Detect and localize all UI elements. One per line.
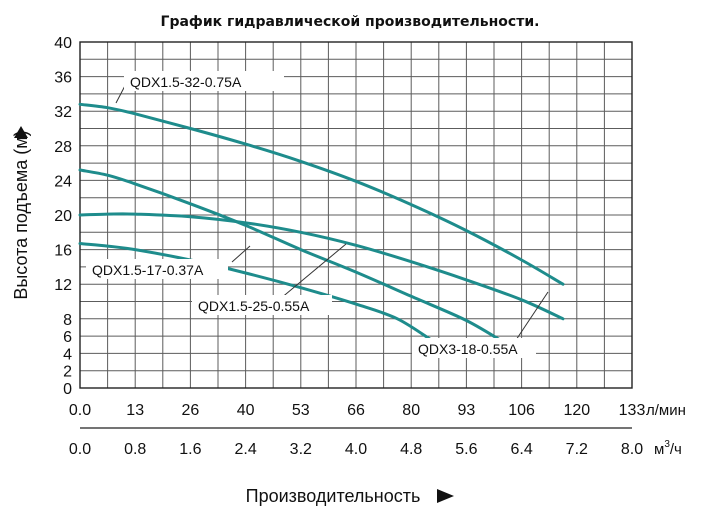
leader-line xyxy=(513,291,549,344)
y-tick-label: 40 xyxy=(54,35,72,52)
y-tick-label: 2 xyxy=(63,364,72,381)
chart-title: График гидравлической производительности… xyxy=(161,14,540,30)
x-tick-label-lmin: 66 xyxy=(347,402,365,419)
x-tick-label-m3h: 2.4 xyxy=(234,441,256,458)
svg-text:QDX1.5-17-0.37A: QDX1.5-17-0.37A xyxy=(92,262,204,278)
x-tick-label-lmin: 13 xyxy=(126,402,144,419)
x-tick-label-lmin: 93 xyxy=(458,402,476,419)
x-tick-label-m3h: 6.4 xyxy=(510,441,532,458)
curve-series-0 xyxy=(78,102,565,286)
x-tick-labels: 0.0 13 26 40 53 66 80 93 106 120 133 0.0 0.8 1.6 2.4 3.… xyxy=(69,402,646,458)
x-tick-label-m3h: 0.8 xyxy=(124,441,146,458)
y-tick-label: 32 xyxy=(54,104,72,121)
x-tick-label-lmin: 106 xyxy=(508,402,535,419)
curve-label-qdx1-5-32: QDX1.5-32-0.75A xyxy=(124,71,284,91)
y-axis-arrow-icon xyxy=(14,126,28,138)
svg-text:QDX3-18-0.55A: QDX3-18-0.55A xyxy=(418,341,518,357)
x-tick-label-lmin: 0.0 xyxy=(69,402,91,419)
curve-label-qdx1-5-25: QDX1.5-25-0.55A xyxy=(192,295,332,315)
curve-label-qdx3-18: QDX3-18-0.55A xyxy=(412,338,536,358)
y-tick-label: 24 xyxy=(54,173,72,190)
x-tick-label-m3h: 0.0 xyxy=(69,441,91,458)
y-axis-label: Высота подъема (м) xyxy=(11,130,31,299)
x-tick-label-lmin: 53 xyxy=(292,402,310,419)
curve-label-qdx1-5-17: QDX1.5-17-0.37A xyxy=(86,259,228,279)
svg-text:QDX1.5-32-0.75A: QDX1.5-32-0.75A xyxy=(130,74,242,90)
grid xyxy=(80,42,632,388)
y-tick-label: 4 xyxy=(63,346,72,363)
x-axis-arrow-icon xyxy=(437,489,454,503)
x-tick-label-lmin: 40 xyxy=(237,402,255,419)
curve-leader-lines xyxy=(115,79,549,344)
leader-line xyxy=(279,243,347,300)
y-tick-label: 8 xyxy=(63,312,72,329)
y-tick-label: 6 xyxy=(63,329,72,346)
x-tick-label-m3h: 4.8 xyxy=(400,441,422,458)
leader-line xyxy=(231,245,251,263)
x-unit-lmin: л/мин xyxy=(646,402,686,419)
pump-curves xyxy=(78,102,565,347)
x-axis-label: Производительность xyxy=(246,486,421,506)
x-tick-label-lmin: 26 xyxy=(182,402,200,419)
y-tick-label: 16 xyxy=(54,243,72,260)
x-tick-label-lmin: 80 xyxy=(402,402,420,419)
x-tick-label-m3h: 4.0 xyxy=(345,441,367,458)
svg-text:QDX1.5-25-0.55A: QDX1.5-25-0.55A xyxy=(198,298,310,314)
x-tick-label-m3h: 1.6 xyxy=(179,441,201,458)
x-tick-label-m3h: 8.0 xyxy=(621,441,643,458)
curve-series-1 xyxy=(78,168,510,347)
y-tick-label: 36 xyxy=(54,70,72,87)
x-tick-label-m3h: 3.2 xyxy=(290,441,312,458)
curve-series-2 xyxy=(78,212,565,321)
y-tick-label: 28 xyxy=(54,139,72,156)
x-tick-label-m3h: 5.6 xyxy=(455,441,477,458)
x-tick-label-m3h: 7.2 xyxy=(566,441,588,458)
curve-labels: QDX1.5-32-0.75A QDX1.5-17-0.37A QDX1.5-2… xyxy=(86,71,536,358)
x-tick-label-lmin: 120 xyxy=(563,402,590,419)
x-unit-m3h: м3/ч xyxy=(654,439,682,458)
y-tick-label: 12 xyxy=(54,277,72,294)
x-tick-label-lmin: 133 xyxy=(619,402,646,419)
y-tick-label: 20 xyxy=(54,208,72,225)
y-tick-label: 0 xyxy=(63,381,72,398)
curve-series-3 xyxy=(78,242,434,342)
